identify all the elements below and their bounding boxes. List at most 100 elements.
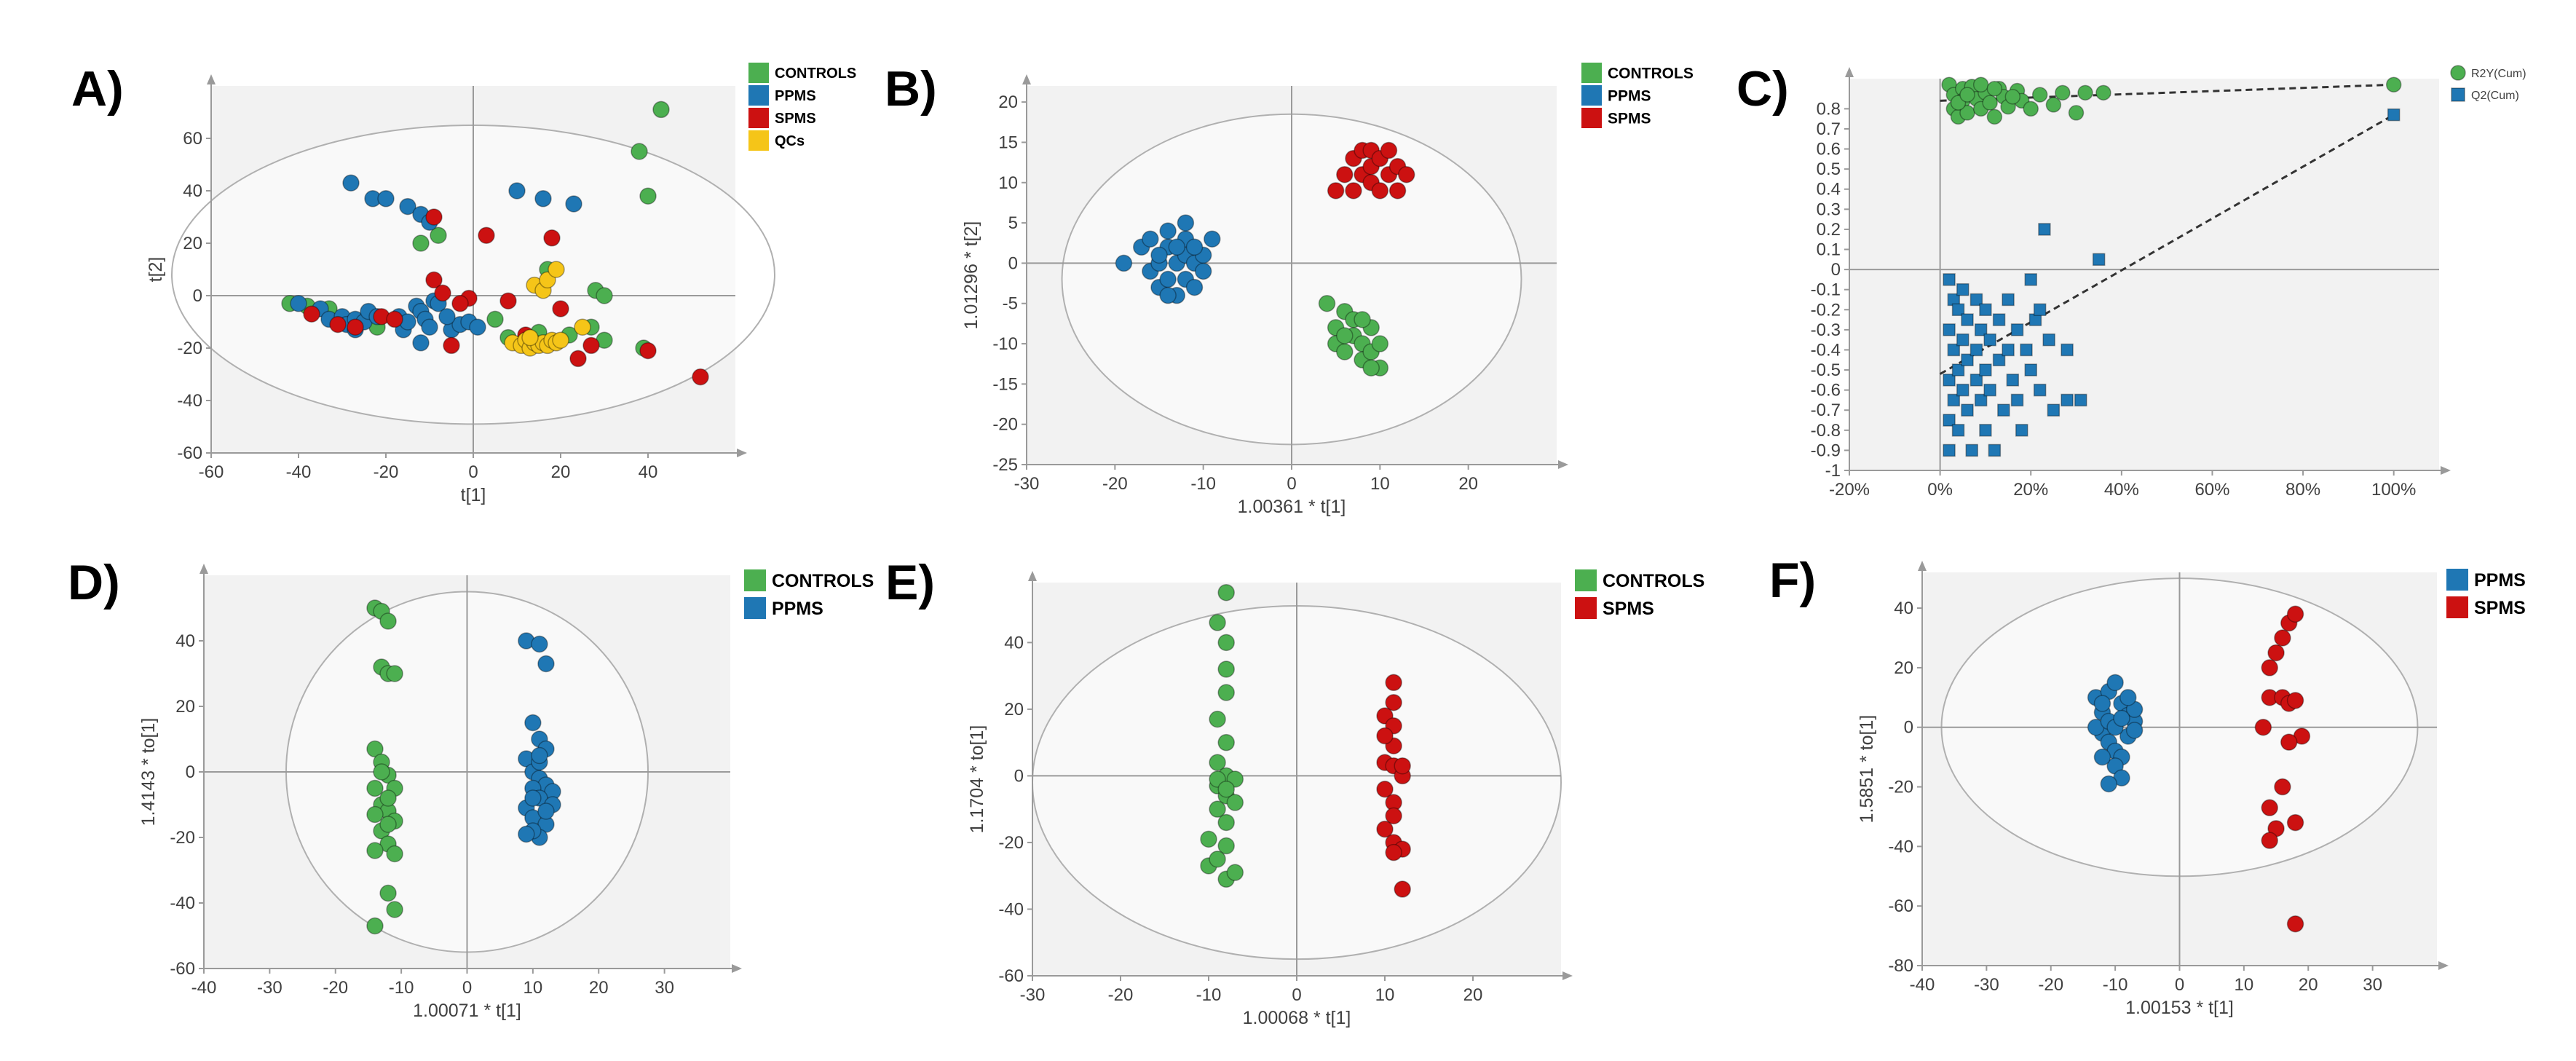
series-r2y-cum- <box>1941 76 2402 125</box>
data-point <box>386 665 403 682</box>
panel-f: F) -40 -30 -20 -10 0 10 20 30 -80 -60 -40 -20 0 20 40 1.… <box>1769 553 2526 1018</box>
data-point-square <box>2047 403 2061 417</box>
data-point <box>524 789 542 807</box>
series-spms <box>1376 674 1411 898</box>
y-axis-arrow <box>1845 67 1854 77</box>
x-tick-label: -40 <box>286 462 312 482</box>
y-tick-label: -25 <box>992 455 1018 475</box>
data-point <box>1217 837 1235 855</box>
data-point <box>1376 780 1394 798</box>
y-tick-label: -5 <box>1003 294 1018 314</box>
data-point-square <box>1974 393 1988 407</box>
x-tick-label: 0% <box>1927 480 1953 500</box>
data-point <box>518 825 535 843</box>
x-axis-label: 1.00361 * t[1] <box>1238 497 1346 517</box>
data-point <box>1150 246 1168 264</box>
x-tick-label: -20 <box>1102 474 1128 494</box>
panel-d: D)-40 -30 -20 -10 0 10 20 30-60-40-20020401.000… <box>68 555 874 1021</box>
data-point <box>1327 182 1345 200</box>
panel-a: A) -60 -40 -20 0 20 40 -60 -40 -20 0 20 40 60 t[1] t[2]… <box>71 61 856 505</box>
x-tick-label: 0 <box>1287 474 1296 494</box>
x-tick-label: 80% <box>2285 480 2320 500</box>
data-point <box>2274 629 2291 647</box>
y-tick-label: 0 <box>193 286 202 306</box>
legend-swatch <box>1575 569 1597 591</box>
series-controls <box>1318 294 1389 376</box>
data-point <box>2286 692 2304 709</box>
data-point-square <box>2092 253 2106 267</box>
data-point <box>366 842 384 859</box>
legend: R2Y(Cum) Q2(Cum) <box>2450 65 2526 102</box>
x-tick-label: 0 <box>1292 985 1301 1005</box>
legend: CONTROLS PPMS SPMS QCs <box>748 63 856 151</box>
y-axis-label: 1.1704 * to[1] <box>967 725 987 834</box>
data-point-square <box>2010 323 2024 336</box>
data-point <box>1209 851 1226 868</box>
data-point <box>1362 359 1380 376</box>
legend-label: CONTROLS <box>1608 66 1694 82</box>
legend-label: CONTROLS <box>775 66 856 82</box>
data-point-square <box>1969 374 1983 387</box>
y-tick-label: 0.4 <box>1817 180 1841 200</box>
x-tick-label: 20 <box>551 462 571 482</box>
data-point <box>1177 214 1195 232</box>
data-point <box>2274 778 2291 796</box>
y-tick-label: -20 <box>177 339 202 358</box>
data-point <box>582 336 600 355</box>
panel-b: B) -30 -20 -10 0 10 20 -25 -20 -15 -10 -5 0 5 10 15 20 1.… <box>885 61 1694 517</box>
y-tick-label: 0 <box>1831 260 1841 280</box>
data-point <box>1394 757 1411 775</box>
panel-letter: B) <box>885 61 937 117</box>
panel-letter: A) <box>71 61 124 117</box>
data-point <box>342 174 360 192</box>
data-point <box>1217 583 1235 602</box>
data-point <box>290 295 307 312</box>
y-tick-label: -80 <box>1888 956 1913 976</box>
y-tick-label: 0 <box>1014 766 1024 786</box>
data-point <box>443 336 460 355</box>
y-tick-label: 40 <box>1004 633 1024 652</box>
legend-label: PPMS <box>772 599 823 619</box>
x-axis-label: 1.00068 * t[1] <box>1243 1008 1351 1028</box>
y-tick-label: -40 <box>170 894 195 913</box>
data-point <box>534 190 552 208</box>
plot-background <box>1849 79 2439 470</box>
data-point <box>1986 81 2003 97</box>
legend: CONTROLS PPMS <box>744 569 874 619</box>
y-tick-label: 40 <box>1894 599 1913 618</box>
y-tick-label: 0.1 <box>1817 240 1841 260</box>
x-tick-label: 10 <box>524 978 543 998</box>
y-axis-label: t[2] <box>146 257 166 283</box>
x-tick-label: -20 <box>2038 975 2063 995</box>
data-point <box>1388 182 1407 200</box>
legend-swatch <box>2446 569 2468 591</box>
data-point-square <box>1947 343 1961 357</box>
y-tick-label: -20 <box>998 833 1024 853</box>
data-point <box>1185 278 1204 296</box>
x-tick-label: 0 <box>462 978 472 998</box>
data-point <box>1168 238 1186 256</box>
data-point <box>469 318 486 336</box>
data-point <box>1336 343 1354 360</box>
legend-swatch <box>1581 85 1602 106</box>
y-axis-arrow <box>1918 561 1927 571</box>
data-point <box>2100 775 2118 793</box>
data-point-square <box>1969 343 1983 357</box>
data-point <box>1371 335 1389 352</box>
series-ppms <box>1115 214 1221 304</box>
legend-label: Q2(Cum) <box>2471 90 2519 102</box>
data-point-square <box>2033 303 2047 317</box>
data-point <box>1972 76 1989 93</box>
legend-label: PPMS <box>2474 570 2526 591</box>
legend: CONTROLS SPMS <box>1575 569 1704 619</box>
panel-c: C)-20% 0% 20% 40% 60% 80% 100%-1-0.9-0.8-0.7-0… <box>1737 61 2526 500</box>
data-point <box>569 350 587 368</box>
data-point-square <box>1979 363 1992 376</box>
legend-label: QCs <box>775 133 805 149</box>
data-point-square <box>1956 333 1969 347</box>
data-point-square <box>2002 293 2015 307</box>
x-axis-label: t[1] <box>461 485 486 505</box>
y-tick-label: 0.7 <box>1817 119 1841 139</box>
panel-letter: E) <box>885 555 935 610</box>
data-point <box>2286 813 2304 832</box>
